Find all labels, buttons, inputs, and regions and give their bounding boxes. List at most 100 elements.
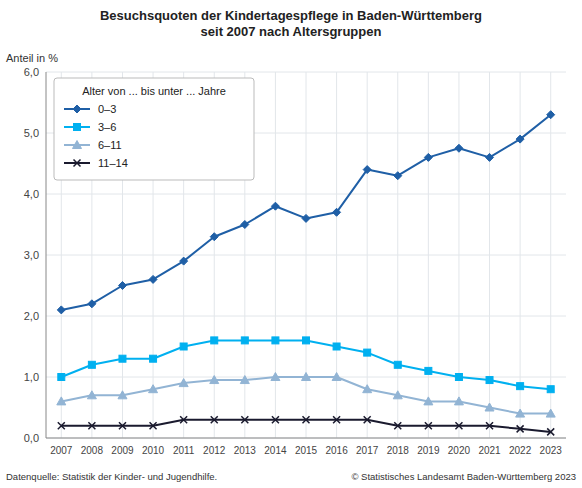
point-marker [118, 391, 127, 399]
point-marker [57, 306, 65, 314]
legend-marker [73, 105, 81, 113]
x-tick-label: 2010 [142, 445, 165, 456]
point-marker [272, 337, 279, 344]
x-tick-label: 2020 [448, 445, 471, 456]
legend-marker [74, 160, 81, 167]
point-marker [241, 337, 248, 344]
point-marker [210, 233, 218, 241]
point-marker [393, 391, 402, 399]
point-marker [333, 416, 340, 423]
x-tick-label: 2015 [295, 445, 318, 456]
point-marker [363, 166, 371, 174]
series-line [61, 420, 550, 432]
x-tick-label: 2007 [50, 445, 73, 456]
x-tick-label: 2013 [234, 445, 257, 456]
point-marker [271, 373, 280, 381]
x-grid-line [275, 72, 276, 438]
point-marker [547, 111, 555, 119]
series [58, 337, 554, 393]
legend-label: 11–14 [98, 157, 128, 169]
point-marker [454, 397, 463, 405]
point-marker [119, 422, 126, 429]
x-tick-label: 2008 [81, 445, 104, 456]
y-axis-label: Anteil in % [6, 52, 58, 64]
x-axis-line [46, 438, 566, 439]
x-tick-label: 2023 [540, 445, 563, 456]
point-marker [118, 282, 126, 290]
point-marker [424, 153, 432, 161]
point-marker [425, 367, 432, 374]
point-marker [241, 416, 248, 423]
chart: Besuchsquoten der Kindertagespflege in B… [0, 0, 582, 488]
point-marker [455, 422, 462, 429]
point-marker [394, 172, 402, 180]
point-marker [88, 361, 95, 368]
point-marker [332, 373, 341, 381]
x-tick-label: 2014 [264, 445, 287, 456]
x-tick-label: 2009 [111, 445, 134, 456]
point-marker [486, 377, 493, 384]
point-marker [149, 385, 158, 393]
x-grid-line [367, 72, 368, 438]
legend-title: Alter von ... bis unter ... Jahre [82, 85, 226, 97]
point-marker [180, 416, 187, 423]
point-marker [455, 144, 463, 152]
point-marker [271, 202, 279, 210]
x-tick-label: 2021 [478, 445, 501, 456]
point-marker [303, 337, 310, 344]
point-marker [516, 135, 524, 143]
y-tick-label: 0,0 [24, 432, 39, 444]
point-marker [272, 416, 279, 423]
legend-label: 3–6 [98, 121, 116, 133]
point-marker [58, 422, 65, 429]
point-marker [58, 374, 65, 381]
point-marker [150, 355, 157, 362]
point-marker [547, 428, 554, 435]
point-marker [516, 409, 525, 417]
point-marker [241, 221, 249, 229]
x-tick-label: 2017 [356, 445, 379, 456]
legend: Alter von ... bis unter ... Jahre0–33–66… [54, 78, 254, 180]
point-marker [57, 397, 66, 405]
x-grid-line [336, 72, 337, 438]
point-marker [486, 153, 494, 161]
point-marker [546, 409, 555, 417]
point-marker [302, 214, 310, 222]
point-marker [211, 416, 218, 423]
point-marker [210, 376, 219, 384]
footer-right: © Statistisches Landesamt Baden-Württemb… [351, 471, 576, 482]
title-line: Besuchsquoten der Kindertagespflege in B… [100, 8, 482, 23]
grid [46, 72, 566, 438]
footer-left: Datenquelle: Statistik der Kinder- und J… [6, 471, 217, 482]
point-marker [87, 391, 96, 399]
point-marker [455, 374, 462, 381]
legend-marker [73, 141, 82, 149]
point-marker [88, 422, 95, 429]
y-grid-line [46, 438, 566, 439]
x-grid-line [306, 72, 307, 438]
title: Besuchsquoten der Kindertagespflege in B… [100, 8, 482, 39]
legend-label: 6–11 [98, 139, 122, 151]
point-marker [485, 403, 494, 411]
x-grid-line [397, 72, 398, 438]
point-marker [119, 355, 126, 362]
x-tick-label: 2012 [203, 445, 226, 456]
x-grid-line [550, 72, 551, 438]
legend-box [54, 78, 254, 180]
point-marker [302, 373, 311, 381]
series-line [61, 340, 550, 389]
point-marker [424, 397, 433, 405]
x-grid-line [428, 72, 429, 438]
point-marker [394, 361, 401, 368]
y-axis-line [46, 72, 47, 438]
point-marker [88, 300, 96, 308]
y-tick-label: 5,0 [24, 127, 39, 139]
point-marker [180, 343, 187, 350]
y-tick-label: 3,0 [24, 249, 39, 261]
point-marker [179, 379, 188, 387]
x-tick-label: 2022 [509, 445, 532, 456]
y-tick-label: 1,0 [24, 371, 39, 383]
legend-marker [74, 124, 81, 131]
point-marker [333, 343, 340, 350]
y-tick-label: 4,0 [24, 188, 39, 200]
